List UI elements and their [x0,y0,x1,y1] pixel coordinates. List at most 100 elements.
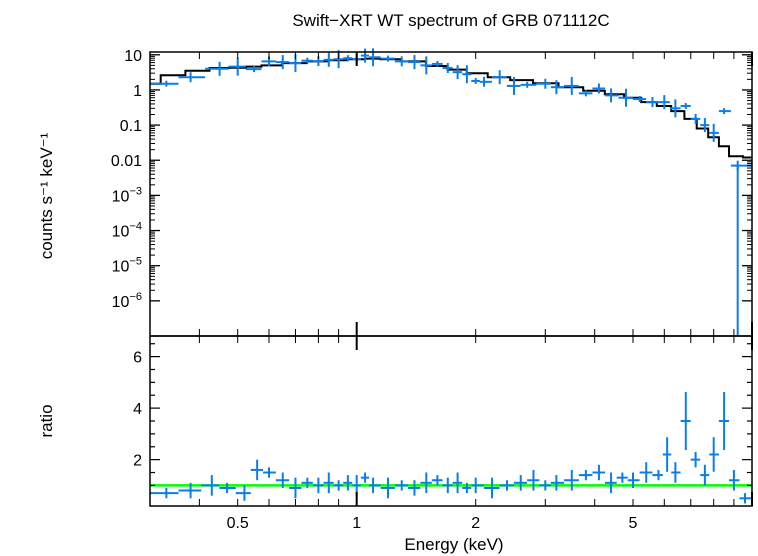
ratio-point [709,437,719,472]
ratio-point [343,475,353,491]
ratio-point [639,462,653,483]
top-panel: 10 1 0.1 0.01 10−3 10−4 10−5 10−6 counts s⁻¹ ke… [37,48,753,337]
ratio-point [578,469,593,481]
data-point [323,52,334,67]
data-point [520,81,537,88]
data-point [275,55,290,70]
data-point [680,102,691,109]
ratio-y-tick-label: 6 [133,350,142,367]
ratio-point [333,480,344,491]
ratio-point [201,475,220,496]
data-point [700,118,710,133]
ratio-point [235,485,251,501]
ratio-point [564,469,579,491]
ratio-point [150,487,179,499]
ratio-point [527,469,540,491]
ratio-point [178,482,202,499]
x-tick-label: 1 [352,515,361,532]
data-point [150,80,179,87]
data-point [578,90,593,97]
data-point [658,95,670,110]
ratio-point [219,482,236,494]
model-step-line [150,57,752,159]
data-point [564,76,579,95]
ratio-point [671,462,681,483]
data-point [690,113,701,124]
ratio-point [323,472,334,494]
ratio-point [250,459,264,481]
ratio-point [369,477,381,494]
ratio-point [604,472,617,494]
ratio-point [652,469,663,481]
ratio-point [301,477,313,488]
chart-title: Swift−XRT WT spectrum of GRB 071112C [292,11,609,30]
data-point [360,48,370,63]
data-point [646,97,659,108]
data-point [408,55,421,70]
data-point [536,78,551,89]
ratio-point [483,477,500,499]
data-point [491,70,507,85]
ratio-point [471,477,484,494]
y-tick-label: 10 [124,48,142,65]
bottom-panel: 0.5 1 2 5 2 4 6 ratio Energy (keV) [37,335,753,554]
data-point [471,77,480,84]
y-tick-label: 10−4 [112,221,142,241]
data-point [592,83,605,94]
data-point [604,88,619,103]
x-tick-label: 2 [471,515,480,532]
ratio-point [380,477,395,499]
ratio-point [312,477,324,494]
ratio-point [739,493,752,504]
data-point [442,63,453,74]
data-point [343,55,353,62]
ratio-point [442,477,453,494]
data-point [550,80,565,95]
ratio-point [616,472,628,483]
ratio-point [539,480,551,491]
data-point [462,65,472,84]
data-point [709,123,719,142]
data-point [301,57,313,64]
ratio-point [289,477,302,499]
bottom-y-axis-label: ratio [37,404,56,437]
y-tick-label: 10−6 [112,291,142,311]
x-tick-label: 5 [629,515,638,532]
y-tick-label: 1 [133,83,142,100]
ratio-point [263,467,276,478]
ratio-point [729,469,740,491]
ratio-point [592,464,605,481]
ratio-point [499,480,514,491]
x-axis-label: Energy (keV) [404,535,503,554]
ratio-point [408,480,421,496]
ratio-point [627,472,640,488]
data-point [669,99,681,118]
ratio-point [360,472,370,483]
data-point [228,57,246,76]
ratio-y-tick-label: 2 [133,453,142,470]
ratio-point [513,475,528,491]
data-point [369,48,381,67]
data-point [506,76,521,95]
data-point [718,108,731,115]
y-tick-label: 10−3 [112,185,142,205]
y-tick-label: 0.01 [111,153,142,170]
ratio-point [662,437,672,472]
data-point [394,56,409,67]
data-point [420,56,432,75]
ratio-point [680,392,691,450]
data-point [452,65,463,80]
data-point [632,96,647,103]
ratio-point [452,472,463,494]
x-tick-label: 0.5 [227,515,249,532]
top-y-axis-label: counts s⁻¹ keV⁻¹ [37,132,56,259]
data-point [245,66,262,73]
bottom-panel-frame [149,335,753,507]
data-point [205,61,229,76]
data-point [431,60,443,67]
ratio-point [690,451,701,468]
top-panel-frame [149,51,753,337]
ratio-point [462,482,472,494]
